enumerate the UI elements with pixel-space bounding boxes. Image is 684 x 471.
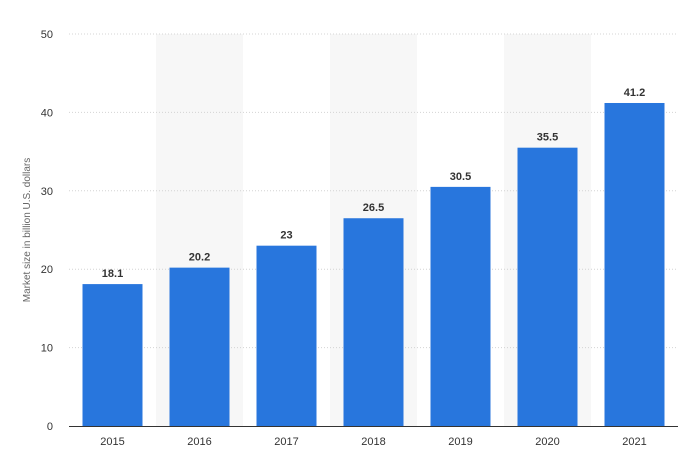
- bar: [256, 245, 317, 426]
- bar: [430, 186, 491, 426]
- x-tick-label: 2015: [100, 436, 124, 448]
- y-tick-label: 50: [41, 29, 53, 41]
- x-tick-label: 2017: [274, 436, 298, 448]
- x-tick-label: 2018: [361, 436, 385, 448]
- y-axis-label: Market size in billion U.S. dollars: [22, 158, 33, 303]
- x-tick-label: 2016: [187, 436, 211, 448]
- bar: [343, 218, 404, 426]
- y-tick-label: 0: [47, 421, 53, 433]
- bar-series: [82, 102, 665, 426]
- data-labels: 18.1 20.2 23 26.5 30.5 35.5 41.2: [102, 87, 645, 280]
- y-tick-label: 30: [41, 186, 53, 198]
- x-tick-label: 2020: [535, 436, 559, 448]
- bar: [604, 102, 665, 426]
- y-axis-tick-labels: 0 10 20 30 40 50: [41, 29, 53, 433]
- x-tick-label: 2019: [448, 436, 472, 448]
- data-label: 30.5: [450, 171, 471, 183]
- data-label: 41.2: [624, 87, 645, 99]
- x-axis-tick-labels: 2015 2016 2017 2018 2019 2020 2021: [100, 436, 646, 448]
- bar: [82, 284, 143, 426]
- y-tick-label: 10: [41, 343, 53, 355]
- data-label: 35.5: [537, 132, 558, 144]
- data-label: 23: [280, 230, 292, 242]
- data-label: 20.2: [189, 252, 210, 264]
- data-label: 18.1: [102, 268, 123, 280]
- y-tick-label: 40: [41, 107, 53, 119]
- y-tick-label: 20: [41, 264, 53, 276]
- data-label: 26.5: [363, 202, 384, 214]
- bar: [169, 267, 230, 426]
- x-tick-label: 2021: [622, 436, 646, 448]
- bar: [517, 147, 578, 426]
